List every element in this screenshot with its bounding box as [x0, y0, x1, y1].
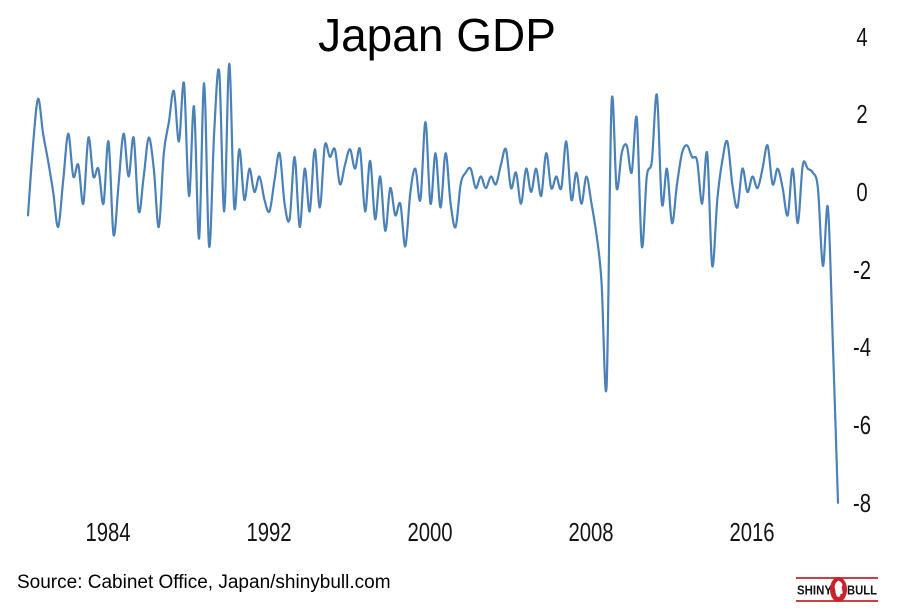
y-tick-label: 4: [856, 22, 868, 52]
x-tick-label: 1984: [85, 517, 131, 547]
logo-word-bull: BULL: [847, 584, 877, 598]
shinybull-logo: SHINY BULL: [796, 577, 878, 602]
y-tick-label: -2: [852, 255, 872, 285]
x-tick-label: 2016: [729, 517, 775, 547]
x-tick-label: 2008: [568, 517, 614, 547]
y-tick-label: 2: [856, 99, 868, 129]
y-tick-label: 0: [856, 177, 868, 207]
logo-word-shiny: SHINY: [797, 584, 833, 598]
gdp-line: [26, 62, 840, 504]
x-tick-label: 2000: [407, 517, 453, 547]
source-text: Source: Cabinet Office, Japan/shinybull.…: [17, 572, 391, 593]
y-tick-label: -8: [852, 488, 872, 518]
y-tick-label: -4: [852, 332, 872, 362]
x-tick-label: 1992: [246, 517, 292, 547]
y-tick-label: -6: [852, 410, 872, 440]
chart-title: Japan GDP: [318, 9, 556, 61]
bull-icon: [834, 580, 843, 597]
